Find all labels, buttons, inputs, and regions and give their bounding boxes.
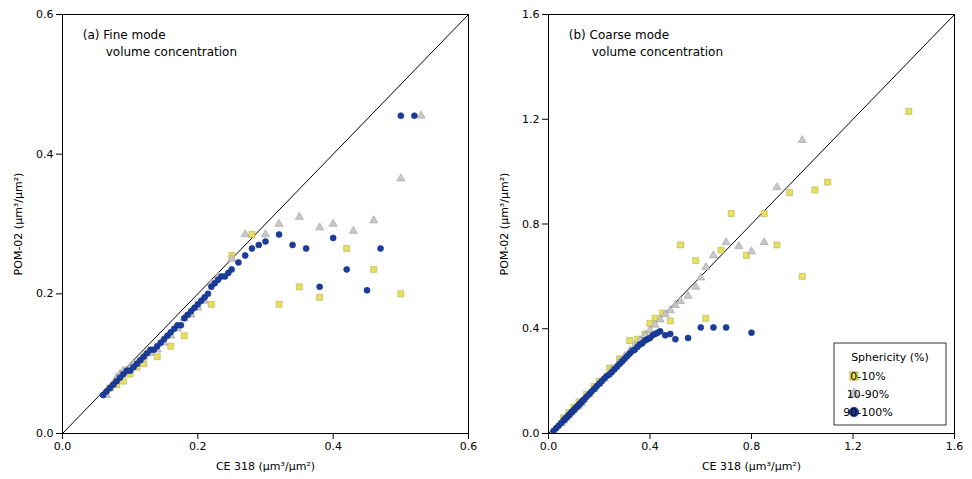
svg-text:0-10%: 0-10% — [850, 370, 885, 383]
svg-text:0.0: 0.0 — [54, 440, 72, 453]
svg-text:0.4: 0.4 — [522, 322, 540, 335]
svg-text:CE 318 (μm³/μm²): CE 318 (μm³/μm²) — [702, 460, 801, 473]
svg-text:(a) Fine mode volume conc: (a) Fine mode volume concentration — [83, 28, 237, 59]
svg-text:0.8: 0.8 — [743, 440, 761, 453]
svg-text:1.6: 1.6 — [946, 440, 964, 453]
svg-text:0.2: 0.2 — [36, 287, 54, 300]
svg-text:0.4: 0.4 — [324, 440, 342, 453]
svg-text:0.0: 0.0 — [36, 427, 54, 440]
svg-text:1.6: 1.6 — [522, 8, 540, 21]
svg-text:1.2: 1.2 — [522, 113, 540, 126]
svg-text:0.8: 0.8 — [522, 218, 540, 231]
svg-text:0.4: 0.4 — [36, 148, 54, 161]
svg-text:0.2: 0.2 — [189, 440, 207, 453]
svg-text:10-90%: 10-90% — [847, 388, 889, 401]
svg-text:0.0: 0.0 — [522, 427, 540, 440]
svg-text:POM-02 (μm³/μm²): POM-02 (μm³/μm²) — [498, 173, 511, 276]
svg-text:0.4: 0.4 — [641, 440, 659, 453]
svg-text:(b) Coarse mode volume co: (b) Coarse mode volume concentration — [569, 28, 723, 59]
svg-text:1.2: 1.2 — [844, 440, 862, 453]
svg-text:0.6: 0.6 — [36, 8, 54, 21]
svg-text:POM-02 (μm³/μm²): POM-02 (μm³/μm²) — [12, 173, 25, 276]
svg-text:0.6: 0.6 — [460, 440, 478, 453]
svg-text:90-100%: 90-100% — [843, 406, 892, 419]
svg-text:Sphericity (%): Sphericity (%) — [851, 351, 929, 364]
svg-text:CE 318 (μm³/μm²): CE 318 (μm³/μm²) — [216, 460, 315, 473]
svg-text:0.0: 0.0 — [540, 440, 558, 453]
